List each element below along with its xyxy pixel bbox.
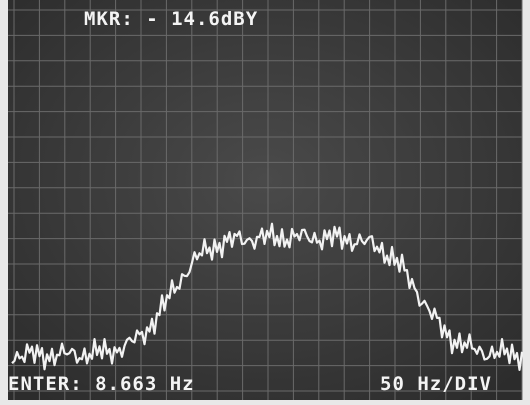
screen xyxy=(8,0,522,400)
marker-readout: MKR: - 14.6dBY xyxy=(84,8,258,30)
spectrum-trace xyxy=(11,222,524,371)
graticule xyxy=(8,0,523,400)
scale-readout: 50 Hz/DIV xyxy=(380,373,492,395)
center-frequency: ENTER: 8.663 Hz xyxy=(8,373,195,395)
